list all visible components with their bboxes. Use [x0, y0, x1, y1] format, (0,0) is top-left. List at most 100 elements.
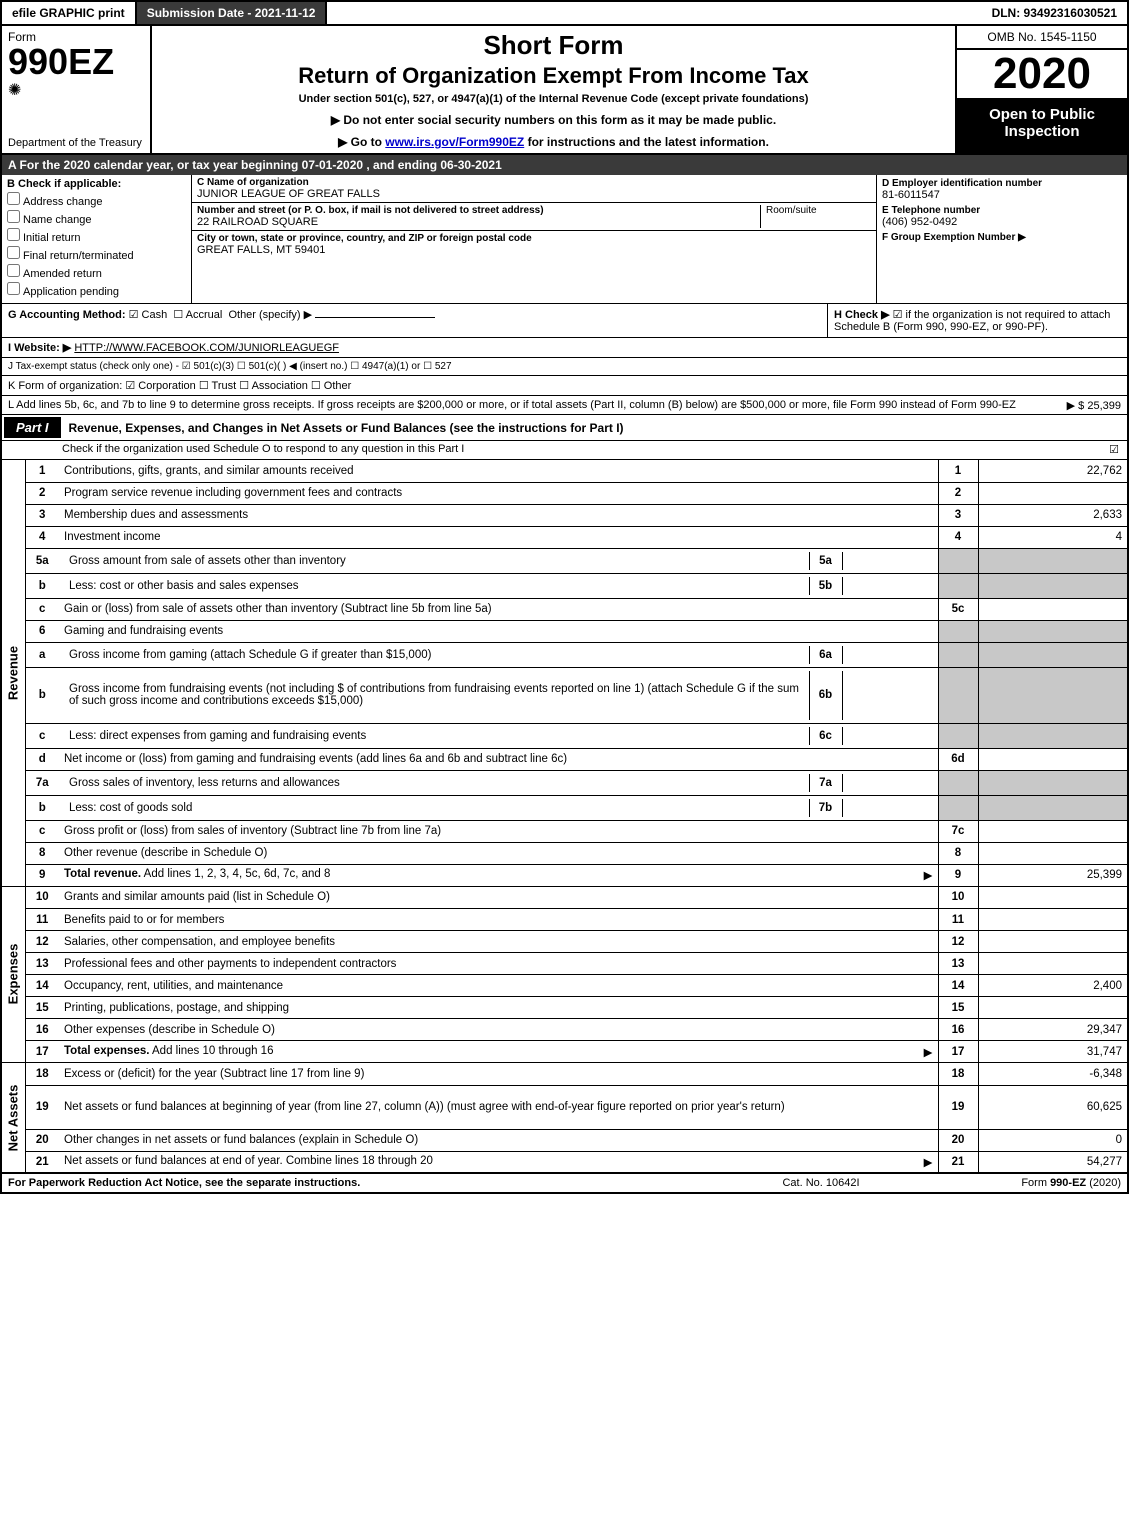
chk-application-pending[interactable]: Application pending	[7, 282, 186, 298]
line-desc: Grants and similar amounts paid (list in…	[59, 887, 938, 909]
line-desc: Professional fees and other payments to …	[59, 953, 938, 975]
chk-name-change[interactable]: Name change	[7, 210, 186, 226]
header-note-1: ▶ Do not enter social security numbers o…	[160, 113, 947, 127]
i-line: I Website: ▶ HTTP://WWW.FACEBOOK.COM/JUN…	[0, 338, 1129, 358]
line-row: dNet income or (loss) from gaming and fu…	[1, 748, 1128, 770]
irs-link[interactable]: www.irs.gov/Form990EZ	[385, 135, 524, 149]
line-ref: 21	[938, 1151, 978, 1173]
line-number: c	[25, 723, 59, 748]
efile-print-button[interactable]: efile GRAPHIC print	[2, 2, 137, 24]
footer: For Paperwork Reduction Act Notice, see …	[0, 1174, 1129, 1194]
org-name-value: JUNIOR LEAGUE OF GREAT FALLS	[197, 188, 871, 200]
line-ref	[938, 667, 978, 723]
l-line: L Add lines 5b, 6c, and 7b to line 9 to …	[0, 396, 1129, 415]
line-amount: 4	[978, 526, 1128, 548]
part-1-header: Part I Revenue, Expenses, and Changes in…	[0, 415, 1129, 441]
line-amount	[978, 953, 1128, 975]
line-number: 19	[25, 1085, 59, 1129]
chk-accrual[interactable]: Accrual	[173, 309, 222, 321]
line-row: Net Assets18Excess or (deficit) for the …	[1, 1063, 1128, 1085]
chk-final-return[interactable]: Final return/terminated	[7, 246, 186, 262]
line-row: bGross income from fundraising events (n…	[1, 667, 1128, 723]
line-amount	[978, 723, 1128, 748]
mini-line-ref: 7a	[809, 774, 843, 792]
line-number: c	[25, 820, 59, 842]
footer-cat-no: Cat. No. 10642I	[721, 1177, 921, 1189]
line-number: 6	[25, 620, 59, 642]
side-label: Net Assets	[1, 1063, 25, 1173]
chk-h[interactable]	[893, 309, 906, 321]
city-value: GREAT FALLS, MT 59401	[197, 244, 871, 256]
line-amount	[978, 931, 1128, 953]
omb-number: OMB No. 1545-1150	[957, 26, 1127, 50]
line-amount	[978, 548, 1128, 573]
g-other-input[interactable]	[315, 317, 435, 318]
form-header: Form 990EZ ✺ Department of the Treasury …	[0, 26, 1129, 155]
line-number: c	[25, 598, 59, 620]
line-amount: 54,277	[978, 1151, 1128, 1173]
line-number: 16	[25, 1019, 59, 1041]
chk-initial-return[interactable]: Initial return	[7, 228, 186, 244]
chk-schedule-o[interactable]	[1109, 443, 1119, 456]
expenses-table: Expenses 10Grants and similar amounts pai…	[0, 887, 1129, 1064]
line-row: bLess: cost or other basis and sales exp…	[1, 573, 1128, 598]
line-amount: 25,399	[978, 864, 1128, 886]
header-subtitle: Under section 501(c), 527, or 4947(a)(1)…	[160, 93, 947, 105]
line-amount	[978, 748, 1128, 770]
line-number: 4	[25, 526, 59, 548]
line-ref: 4	[938, 526, 978, 548]
line-ref	[938, 795, 978, 820]
l-text: L Add lines 5b, 6c, and 7b to line 9 to …	[8, 399, 1016, 411]
line-desc: Benefits paid to or for members	[59, 909, 938, 931]
line-desc: Program service revenue including govern…	[59, 482, 938, 504]
arrow-icon: ▶	[924, 1155, 933, 1169]
line-row: 12Salaries, other compensation, and empl…	[1, 931, 1128, 953]
line-desc: Salaries, other compensation, and employ…	[59, 931, 938, 953]
part-1-sub-text: Check if the organization used Schedule …	[62, 443, 464, 455]
tax-year: 2020	[957, 50, 1127, 100]
header-note-2: ▶ Go to www.irs.gov/Form990EZ for instru…	[160, 135, 947, 149]
line-desc: Total revenue. Add lines 1, 2, 3, 4, 5c,…	[59, 864, 938, 886]
group-exemption-label: F Group Exemption Number ▶	[882, 232, 1122, 243]
line-number: 12	[25, 931, 59, 953]
chk-cash[interactable]: Cash	[129, 309, 168, 321]
chk-amended-return[interactable]: Amended return	[7, 264, 186, 280]
website-value[interactable]: HTTP://WWW.FACEBOOK.COM/JUNIORLEAGUEGF	[74, 342, 339, 354]
mini-line-value	[843, 552, 933, 570]
part-1-title: Revenue, Expenses, and Changes in Net As…	[63, 418, 1127, 438]
line-row: cLess: direct expenses from gaming and f…	[1, 723, 1128, 748]
city-label: City or town, state or province, country…	[197, 233, 871, 244]
line-amount: 22,762	[978, 460, 1128, 482]
line-row: 5aGross amount from sale of assets other…	[1, 548, 1128, 573]
line-desc: Net assets or fund balances at end of ye…	[59, 1151, 938, 1173]
line-number: 5a	[25, 548, 59, 573]
line-desc: Gross income from gaming (attach Schedul…	[59, 642, 938, 667]
line-ref: 6d	[938, 748, 978, 770]
line-ref: 9	[938, 864, 978, 886]
line-amount	[978, 667, 1128, 723]
line-amount	[978, 820, 1128, 842]
submission-date-button[interactable]: Submission Date - 2021-11-12	[137, 2, 328, 24]
box-c: C Name of organization JUNIOR LEAGUE OF …	[192, 175, 877, 303]
line-row: 14Occupancy, rent, utilities, and mainte…	[1, 975, 1128, 997]
line-desc: Printing, publications, postage, and shi…	[59, 997, 938, 1019]
phone-label: E Telephone number	[882, 205, 1122, 216]
chk-address-change[interactable]: Address change	[7, 192, 186, 208]
line-row: 3Membership dues and assessments32,633	[1, 504, 1128, 526]
line-row: 19Net assets or fund balances at beginni…	[1, 1085, 1128, 1129]
phone-value: (406) 952-0492	[882, 216, 1122, 228]
line-row: Revenue1Contributions, gifts, grants, an…	[1, 460, 1128, 482]
line-ref	[938, 620, 978, 642]
line-amount	[978, 795, 1128, 820]
line-ref: 10	[938, 887, 978, 909]
line-amount: -6,348	[978, 1063, 1128, 1085]
footer-right: Form 990-EZ (2020)	[921, 1177, 1121, 1189]
line-amount	[978, 620, 1128, 642]
side-label: Expenses	[1, 887, 25, 1063]
city-row: City or town, state or province, country…	[192, 231, 876, 258]
line-number: b	[25, 795, 59, 820]
line-desc: Gross income from fundraising events (no…	[59, 667, 938, 723]
part-1-badge: Part I	[4, 417, 61, 438]
line-row: 8Other revenue (describe in Schedule O)8	[1, 842, 1128, 864]
line-amount	[978, 573, 1128, 598]
